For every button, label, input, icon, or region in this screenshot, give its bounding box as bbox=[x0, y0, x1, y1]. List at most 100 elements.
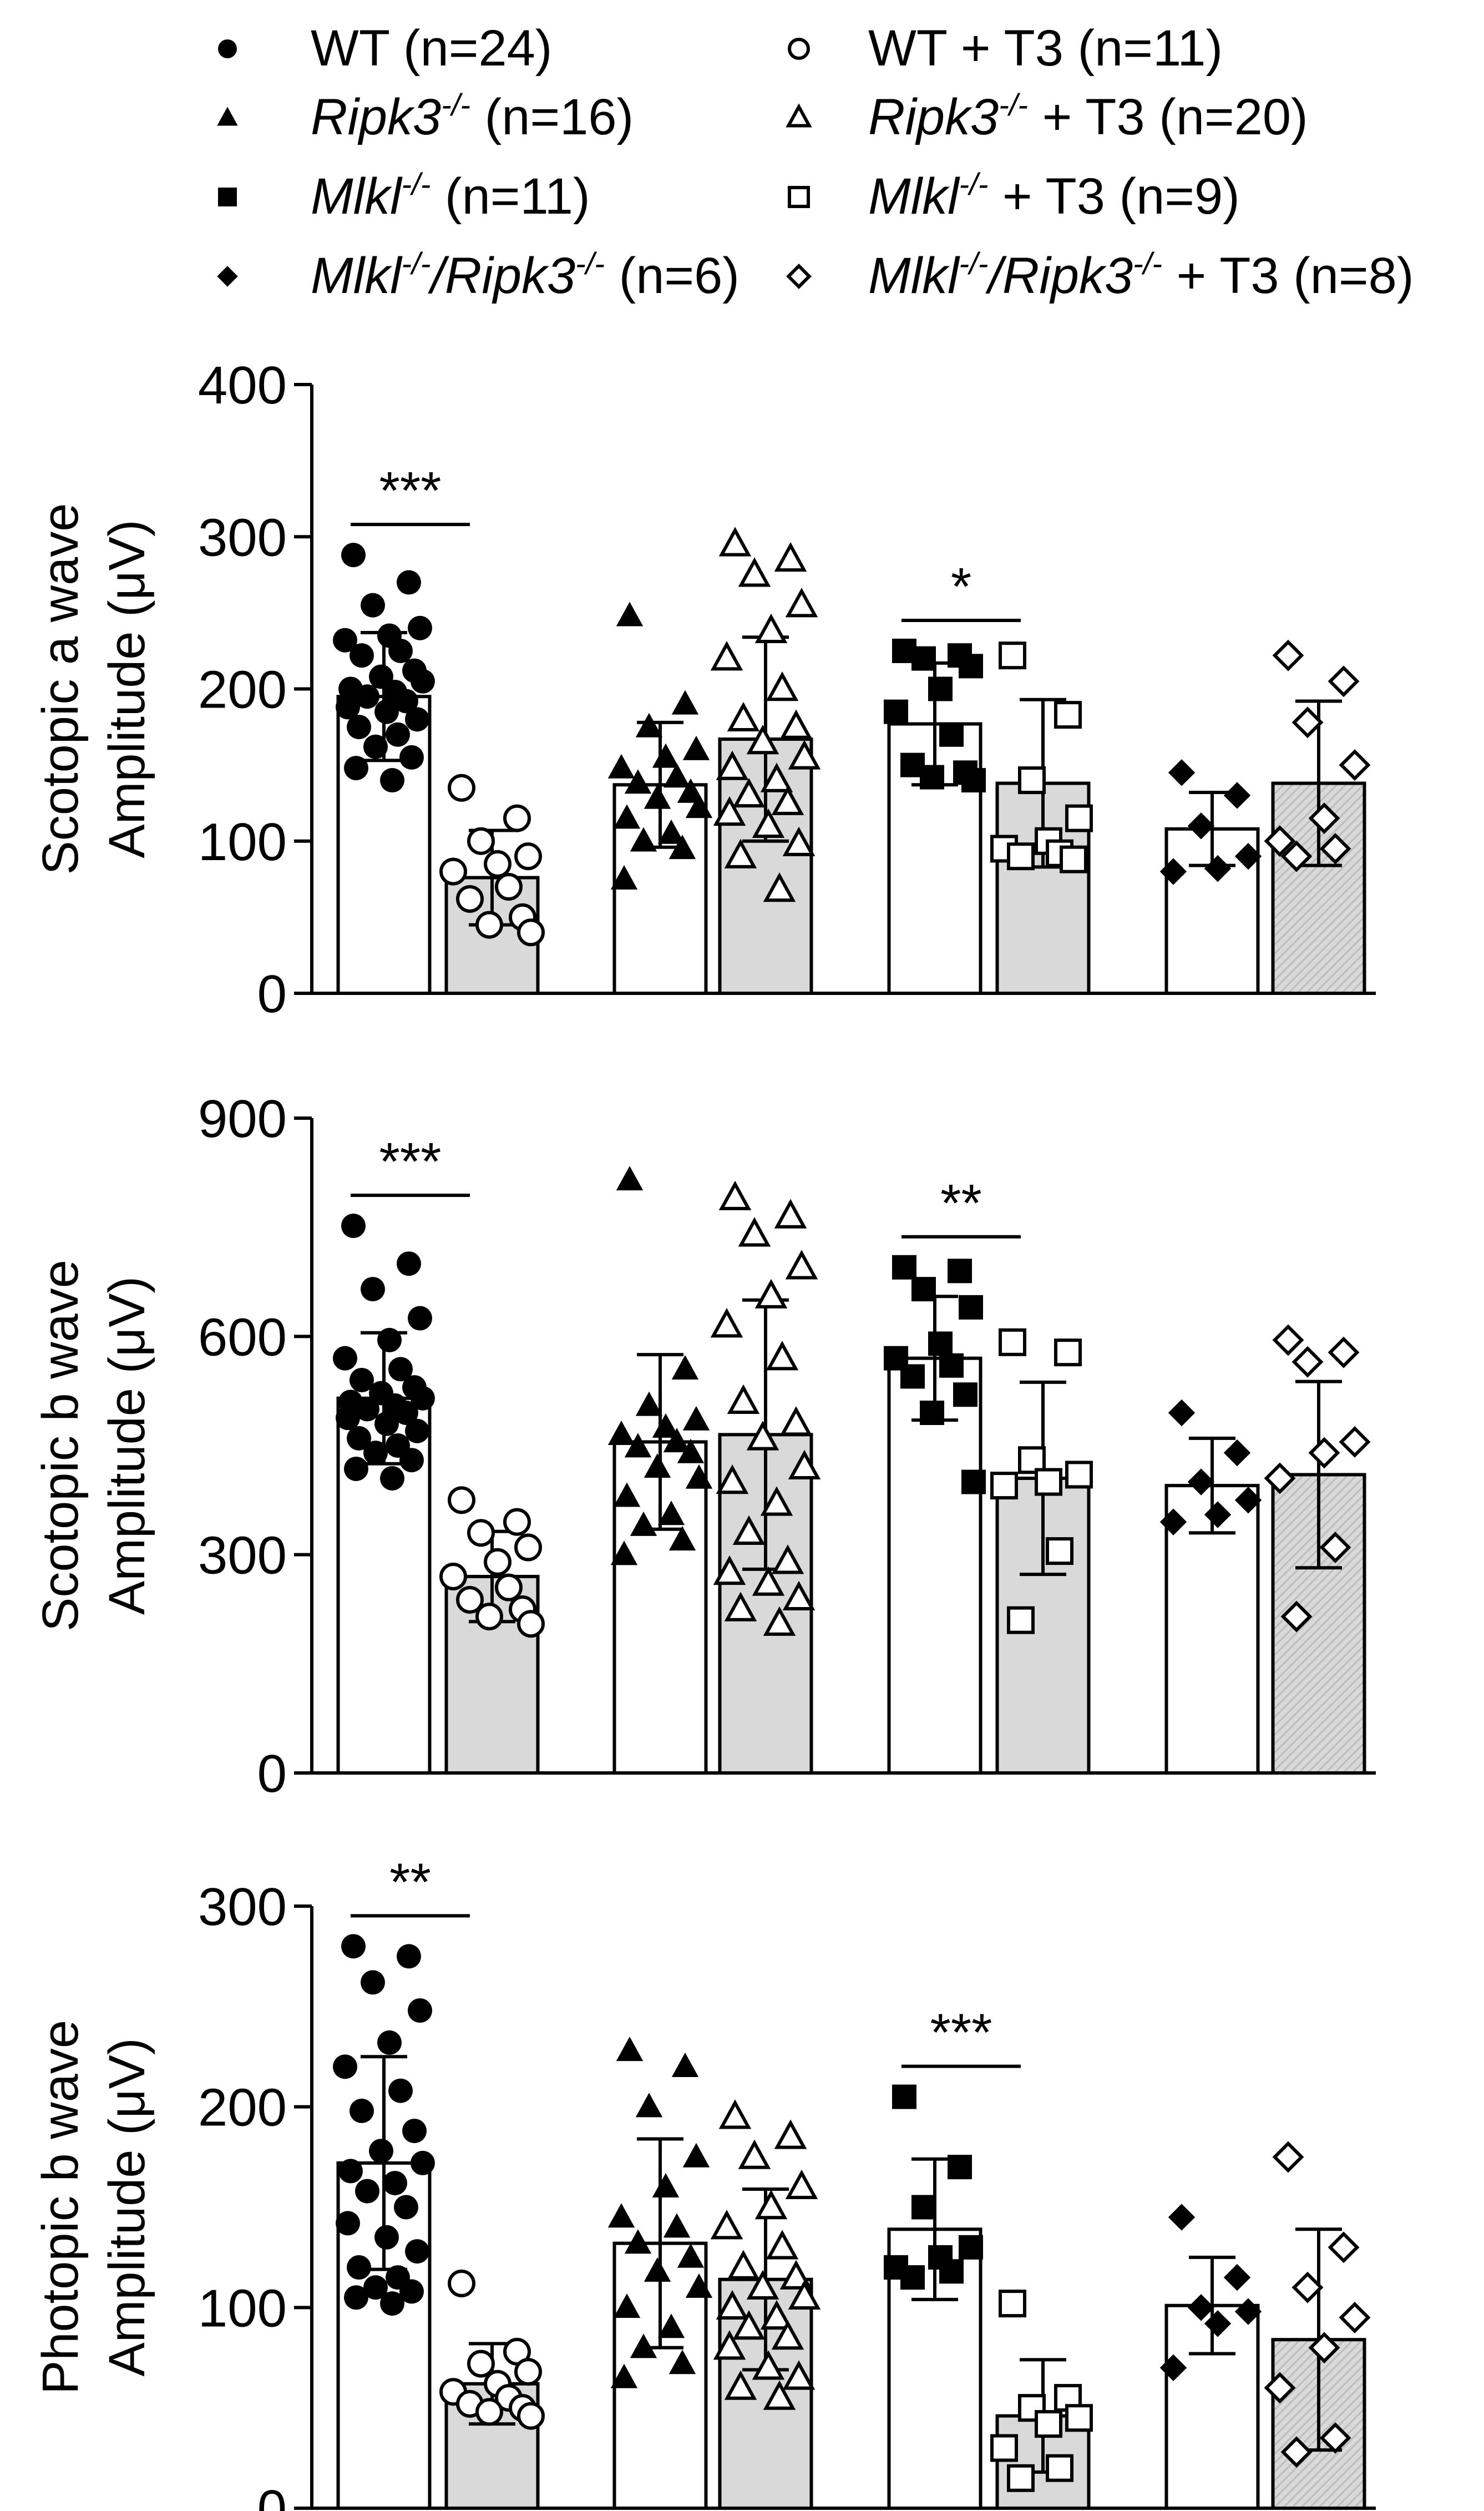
data-point bbox=[713, 796, 746, 826]
data-point bbox=[657, 819, 685, 844]
data-point bbox=[616, 2037, 644, 2062]
data-point bbox=[1159, 858, 1187, 885]
data-point bbox=[752, 808, 785, 838]
data-point bbox=[630, 2333, 657, 2358]
data-point bbox=[1280, 1600, 1313, 1633]
data-point bbox=[514, 1533, 542, 1562]
data-point bbox=[718, 2099, 752, 2129]
data-point bbox=[663, 2213, 691, 2238]
data-point bbox=[1065, 2404, 1093, 2432]
data-point bbox=[892, 1255, 916, 1280]
data-point bbox=[635, 713, 663, 737]
data-point bbox=[727, 1384, 760, 1414]
data-point bbox=[782, 826, 816, 856]
data-point bbox=[1339, 749, 1371, 781]
data-point bbox=[616, 1166, 644, 1191]
data-point bbox=[1168, 759, 1196, 786]
data-point bbox=[959, 1295, 983, 1320]
data-point bbox=[766, 671, 799, 701]
legend-marker-circle-open bbox=[788, 38, 810, 60]
y-tick-label: 200 bbox=[198, 660, 287, 720]
data-point bbox=[657, 2313, 685, 2338]
data-point bbox=[1308, 2332, 1340, 2364]
data-point bbox=[630, 827, 657, 852]
data-point bbox=[408, 1306, 432, 1331]
data-point bbox=[682, 735, 710, 760]
data-point bbox=[718, 1180, 752, 1210]
data-point bbox=[1308, 1437, 1340, 1469]
data-point bbox=[1328, 2231, 1360, 2264]
data-point bbox=[350, 643, 374, 668]
data-point bbox=[347, 1426, 371, 1451]
legend-marker-square-open bbox=[788, 186, 810, 208]
data-point bbox=[399, 2279, 424, 2304]
data-point bbox=[760, 2300, 793, 2330]
data-point bbox=[766, 2230, 799, 2260]
chart-panel-1: Scotopic a wave Amplitude (μV) 0 100 200 300 4… bbox=[32, 356, 1376, 1024]
data-point bbox=[1018, 766, 1046, 795]
data-point bbox=[746, 2270, 779, 2300]
data-point bbox=[456, 885, 484, 913]
data-point bbox=[374, 2225, 399, 2250]
y-tick-label: 600 bbox=[198, 1307, 287, 1367]
data-point bbox=[911, 646, 936, 671]
data-point bbox=[397, 570, 421, 595]
data-point bbox=[630, 1511, 657, 1536]
data-point bbox=[671, 690, 699, 715]
data-point bbox=[663, 763, 691, 788]
data-point bbox=[1280, 2436, 1313, 2468]
data-point bbox=[1187, 812, 1215, 840]
data-point bbox=[1065, 1461, 1093, 1489]
data-point bbox=[616, 602, 644, 627]
data-point bbox=[1319, 2422, 1351, 2454]
data-point bbox=[439, 1563, 467, 1590]
data-point bbox=[788, 1449, 821, 1480]
data-point bbox=[760, 762, 793, 792]
data-point bbox=[763, 1606, 796, 1636]
data-point bbox=[682, 2143, 710, 2168]
data-point bbox=[399, 1448, 424, 1473]
data-point bbox=[668, 2350, 696, 2374]
data-point bbox=[341, 1934, 366, 1959]
data-point bbox=[439, 857, 467, 886]
y-tick-label: 0 bbox=[257, 964, 287, 1024]
data-point bbox=[785, 2169, 818, 2200]
legend-marker-diamond-open bbox=[786, 264, 812, 289]
data-point bbox=[448, 1486, 475, 1514]
data-point bbox=[771, 785, 804, 815]
data-point bbox=[610, 1540, 638, 1565]
data-point bbox=[1168, 2204, 1196, 2231]
data-point bbox=[1264, 2372, 1296, 2404]
data-point bbox=[361, 593, 385, 618]
data-point bbox=[959, 654, 983, 679]
y-tick-label: 900 bbox=[198, 1089, 287, 1149]
data-point bbox=[363, 2275, 388, 2300]
data-point bbox=[341, 1214, 366, 1239]
legend-marker-circle-filled bbox=[218, 39, 237, 58]
data-point bbox=[682, 1406, 710, 1431]
data-point bbox=[388, 1357, 413, 1382]
data-point bbox=[1035, 2410, 1062, 2438]
data-point bbox=[779, 2260, 813, 2290]
data-point bbox=[732, 1515, 766, 1545]
data-point bbox=[347, 2255, 371, 2280]
data-point bbox=[1328, 1336, 1360, 1368]
data-point bbox=[1168, 1399, 1196, 1427]
legend-marker-diamond-filled bbox=[217, 266, 238, 287]
data-point bbox=[1223, 2264, 1251, 2291]
data-point bbox=[928, 676, 953, 701]
data-point bbox=[939, 722, 964, 747]
data-point bbox=[900, 1364, 925, 1389]
data-point bbox=[785, 1250, 818, 1280]
data-point bbox=[1339, 1426, 1371, 1458]
data-point bbox=[948, 2155, 972, 2180]
data-point bbox=[959, 2235, 983, 2260]
significance-label: ** bbox=[940, 1174, 982, 1233]
legend-label: WT (n=24) bbox=[311, 20, 552, 77]
data-point bbox=[685, 1464, 713, 1489]
y-tick-label: 100 bbox=[198, 2278, 287, 2338]
y-tick-label: 300 bbox=[198, 508, 287, 567]
data-point bbox=[1054, 701, 1082, 729]
data-point bbox=[344, 1456, 368, 1481]
